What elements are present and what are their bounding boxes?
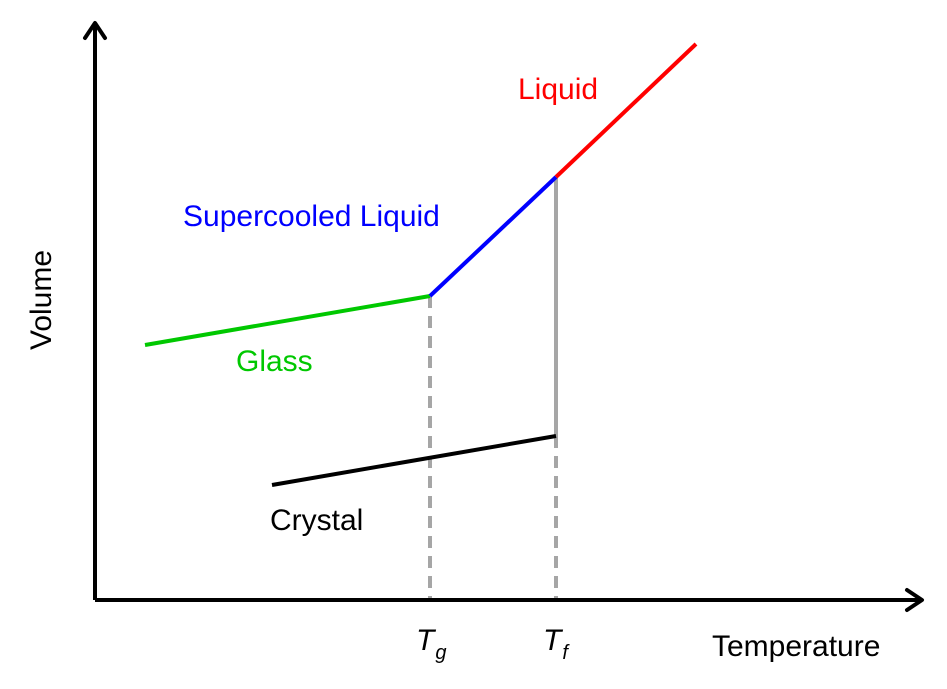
y-axis-arrowhead [83,21,107,40]
supercooled-liquid-label: Supercooled Liquid [183,200,440,233]
glass-line [144,294,431,347]
tf-tick-sub: f [562,642,570,664]
x-axis-arrowhead [905,588,924,612]
crystal-line [271,434,557,487]
y-axis-label: Volume [25,250,58,350]
liquid-line [554,42,698,179]
supercooled-liquid-line [428,175,558,298]
x-axis-label: Temperature [712,630,880,663]
liquid-label: Liquid [518,73,598,106]
crystal-label: Crystal [270,504,363,537]
tg-tick-sub: g [435,642,446,664]
tg-tick-label: Tg [416,624,446,664]
tf-tick-label: Tf [543,624,570,664]
tg-tick-main: T [416,624,437,657]
glass-label: Glass [236,345,313,378]
tf-tick-main: T [543,624,564,657]
